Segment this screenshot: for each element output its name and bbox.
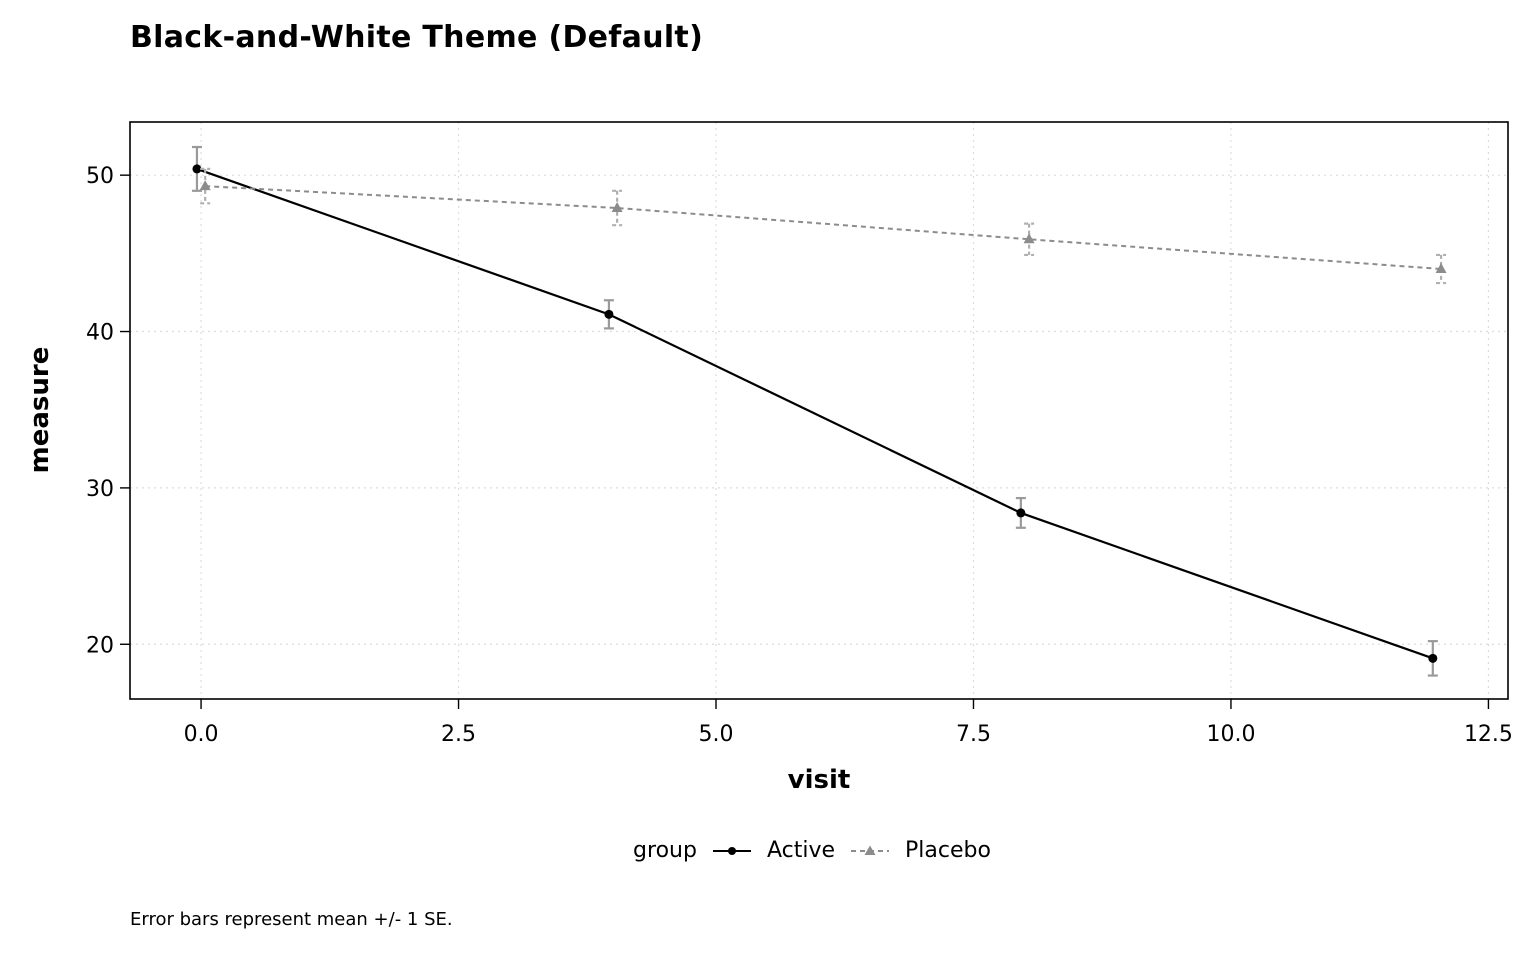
x-tick-label-5: 12.5: [1464, 722, 1513, 747]
x-tick-label-3: 7.5: [956, 722, 991, 747]
chart-title: Black-and-White Theme (Default): [130, 20, 704, 55]
x-tick-label-2: 5.0: [699, 722, 734, 747]
y-tick-label-3: 50: [86, 164, 114, 189]
x-tick-label-0: 0.0: [184, 722, 219, 747]
legend-label-placebo: Placebo: [905, 838, 991, 863]
point-placebo-0: [199, 180, 211, 191]
point-active-0: [192, 164, 202, 174]
grid-lines: [130, 122, 1508, 699]
series-line-placebo: [205, 185, 1442, 270]
point-active-3: [1428, 653, 1438, 663]
plot-panel-border: [129, 121, 1509, 700]
point-placebo-1: [611, 202, 623, 213]
legend-label-active: Active: [766, 838, 836, 863]
legend-key-placebo: [851, 845, 890, 855]
legend-title: group: [633, 838, 697, 863]
point-active-1: [604, 309, 614, 319]
y-tick-label-1: 30: [86, 477, 114, 502]
point-active-2: [1016, 508, 1026, 518]
legend-key-active: [712, 846, 751, 855]
legend-item-placebo: Placebo: [851, 838, 991, 863]
y-tick-label-2: 40: [86, 321, 114, 346]
x-tick-label-4: 10.0: [1206, 722, 1255, 747]
legend-item-active: Active: [712, 838, 836, 863]
series-marks: [191, 145, 1447, 677]
caption: Error bars represent mean +/- 1 SE.: [130, 909, 453, 930]
point-placebo-2: [1023, 233, 1035, 244]
series-line-active: [196, 167, 1434, 660]
y-tick-label-0: 20: [86, 633, 114, 658]
axis-ticks: 0.0 2.5 5.0 7.5 10.0 12.5 20 30 40 50: [86, 164, 1513, 747]
legend: group Active Placebo: [0, 838, 1536, 863]
y-axis-label: measure: [25, 347, 55, 474]
x-axis-label: visit: [788, 765, 851, 795]
x-tick-label-1: 2.5: [441, 722, 476, 747]
point-placebo-3: [1435, 262, 1447, 273]
